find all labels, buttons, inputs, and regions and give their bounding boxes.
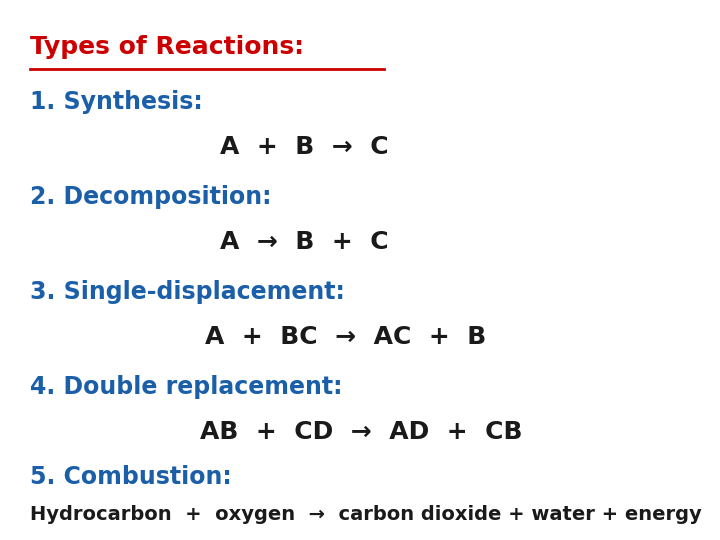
Text: Hydrocarbon  +  oxygen  →  carbon dioxide + water + energy: Hydrocarbon + oxygen → carbon dioxide + … <box>30 505 702 524</box>
Text: 5. Combustion:: 5. Combustion: <box>30 465 232 489</box>
Text: A  →  B  +  C: A → B + C <box>220 230 389 254</box>
Text: 3. Single-displacement:: 3. Single-displacement: <box>30 280 345 304</box>
Text: 2. Decomposition:: 2. Decomposition: <box>30 185 271 209</box>
Text: 4. Double replacement:: 4. Double replacement: <box>30 375 343 399</box>
Text: A  +  BC  →  AC  +  B: A + BC → AC + B <box>205 325 486 349</box>
Text: A  +  B  →  C: A + B → C <box>220 135 389 159</box>
Text: 1. Synthesis:: 1. Synthesis: <box>30 90 203 114</box>
Text: Types of Reactions:: Types of Reactions: <box>30 35 304 59</box>
Text: AB  +  CD  →  AD  +  CB: AB + CD → AD + CB <box>200 420 523 444</box>
